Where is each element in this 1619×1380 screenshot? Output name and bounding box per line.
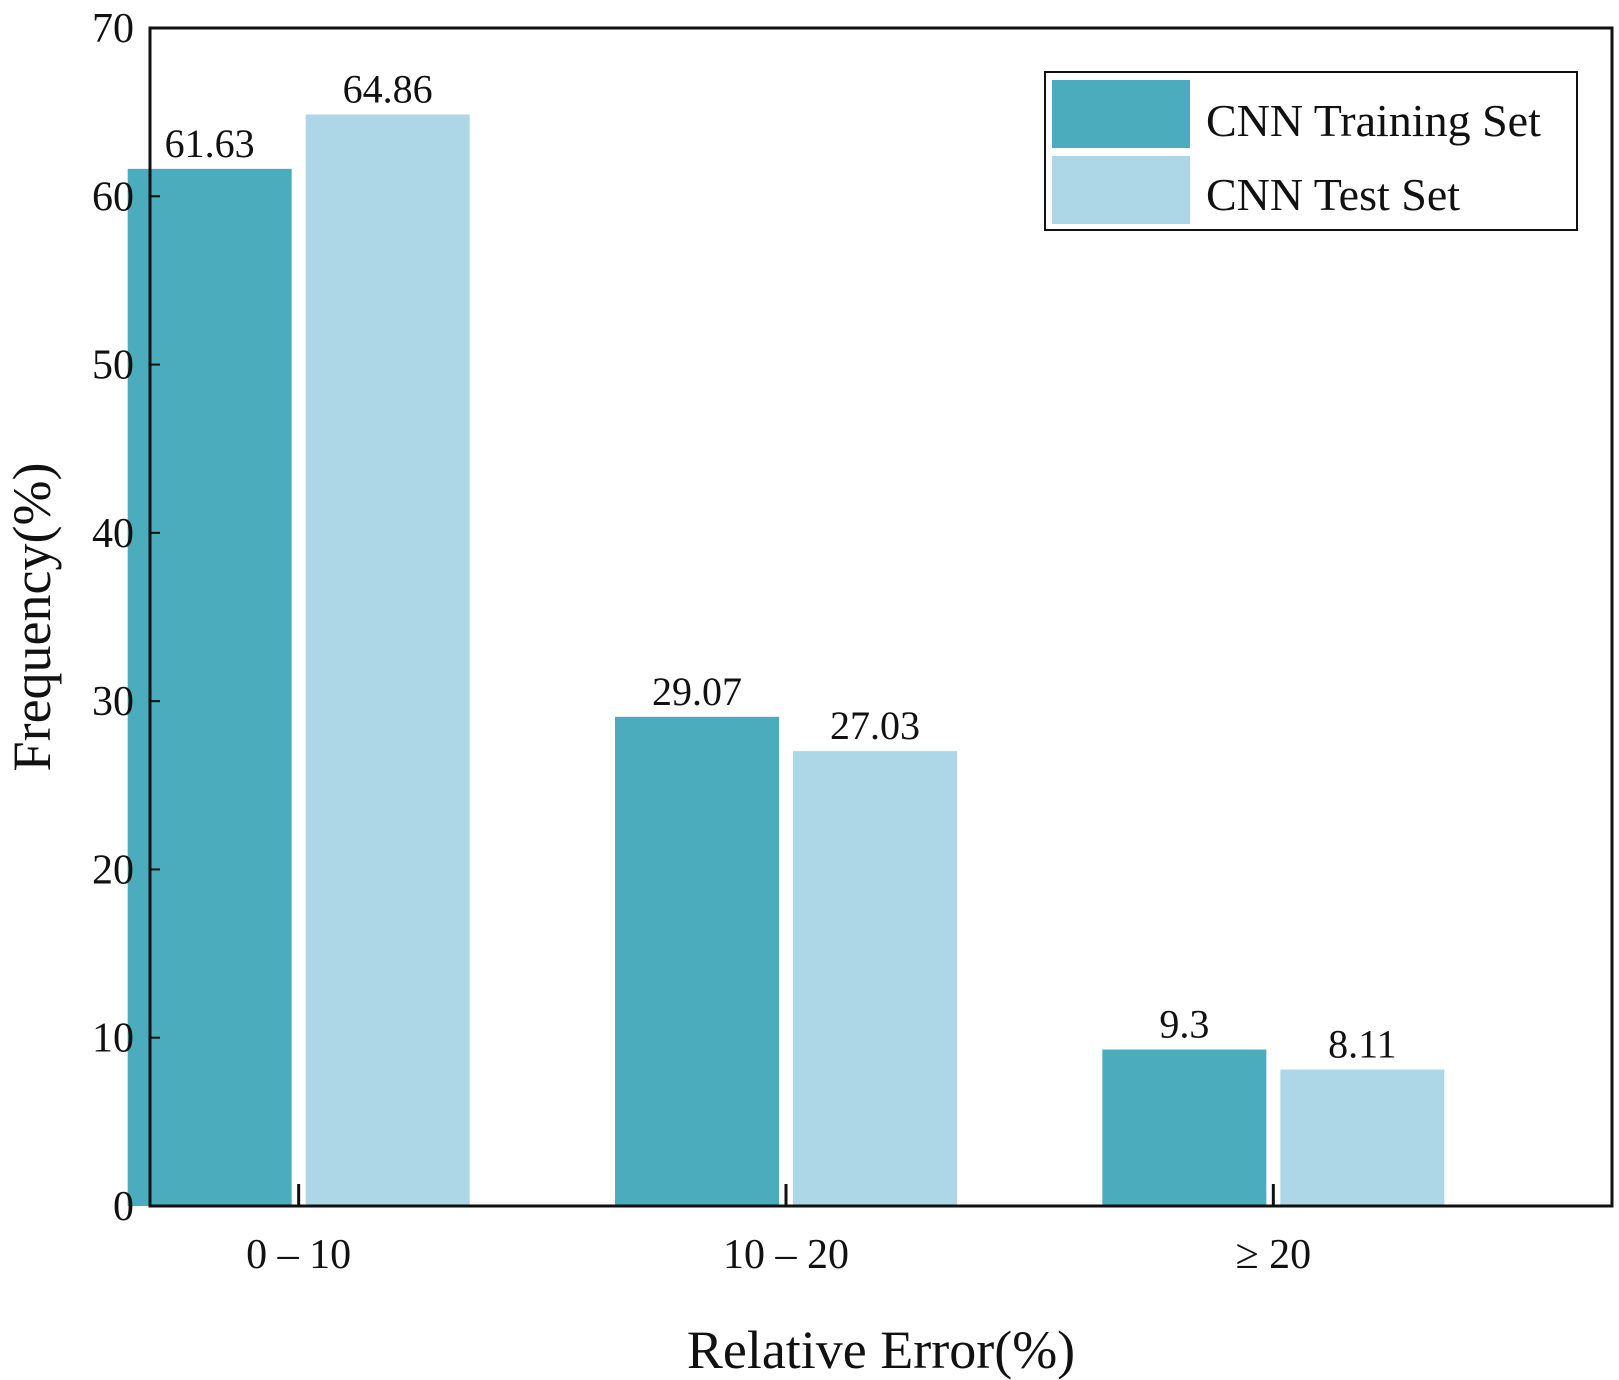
y-tick-label-0: 0 [113,1184,134,1230]
data-label-test-0: 64.86 [343,66,433,111]
data-label-training-0: 61.63 [165,121,255,166]
x-tick-label-0: 0 – 10 [246,1232,351,1278]
legend-swatch-training [1052,80,1190,148]
data-label-test-2: 8.11 [1328,1022,1397,1067]
x-tick-label-1: 10 – 20 [723,1232,849,1278]
data-label-training-1: 29.07 [652,669,742,714]
data-label-test-1: 27.03 [830,703,920,748]
legend-swatch-test [1052,156,1190,224]
y-tick-label-6: 60 [92,174,134,220]
y-tick-label-7: 70 [92,6,134,52]
bar-test-1 [793,751,957,1206]
legend: CNN Training Set CNN Test Set [1044,71,1578,231]
y-tick-label-4: 40 [92,511,134,557]
bar-training-1 [615,716,779,1206]
y-tick-label-2: 20 [92,847,134,893]
legend-label-training: CNN Training Set [1206,95,1541,146]
bar-training-2 [1102,1049,1267,1206]
data-label-training-2: 9.3 [1159,1001,1209,1046]
bar-test-2 [1280,1069,1445,1206]
x-axis: 0 – 10 10 – 20 ≥ 20 [246,1184,1311,1278]
bar-training-0 [127,168,292,1207]
y-tick-label-1: 10 [92,1016,134,1062]
y-axis: 0 10 20 30 40 50 60 70 [92,6,160,1230]
legend-label-test: CNN Test Set [1206,169,1460,220]
bar-test-0 [305,114,470,1206]
y-tick-label-5: 50 [92,343,134,389]
x-tick-label-2: ≥ 20 [1236,1232,1312,1278]
data-labels-layer: 61.63 64.86 29.07 27.03 9.3 8.11 [165,66,1397,1066]
bars-layer [127,114,1445,1207]
y-axis-title: Frequency(%) [2,463,62,772]
x-axis-title: Relative Error(%) [687,1320,1075,1380]
y-tick-label-3: 30 [92,679,134,725]
plot-area-frame [148,26,1614,1208]
